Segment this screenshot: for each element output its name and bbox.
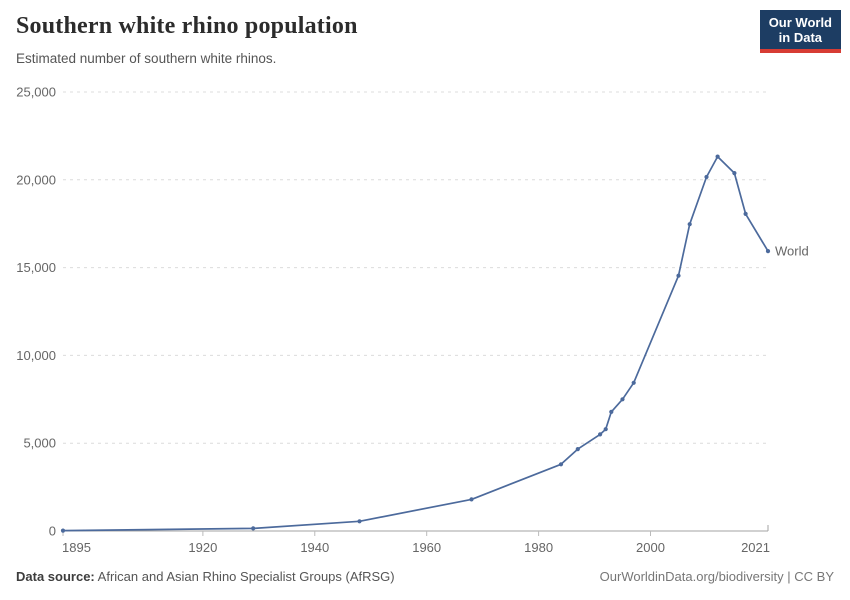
page-title: Southern white rhino population [16,13,358,39]
owid-logo-line2: in Data [778,30,823,45]
series-end-label: World [775,244,809,259]
chart-footer: Data source: African and Asian Rhino Spe… [0,565,850,600]
x-tick-label: 1920 [188,540,217,555]
data-point-marker [469,497,474,502]
data-source-label: Data source: [16,569,95,584]
y-tick-label: 20,000 [16,172,56,187]
y-tick-label: 0 [49,524,56,539]
data-point-marker [598,432,603,437]
data-point-marker [704,174,709,180]
data-point-marker [558,462,564,467]
y-tick-label: 10,000 [16,348,56,363]
data-point-marker [743,211,748,216]
data-point-marker [609,409,614,414]
x-tick-label: 2021 [741,540,770,555]
data-source-line: Data source: African and Asian Rhino Spe… [16,569,395,584]
data-point-marker [676,273,681,278]
x-tick-label: 1960 [412,540,441,555]
data-source-text: African and Asian Rhino Specialist Group… [97,569,395,584]
population-line [62,155,769,532]
data-point-marker [687,222,692,227]
y-tick-label: 5,000 [23,436,56,451]
x-tick-label: 1980 [524,540,553,555]
y-tick-label: 15,000 [16,260,56,275]
data-point-marker [251,526,256,531]
x-tick-label: 1940 [300,540,329,555]
data-point-marker [715,154,720,159]
data-point-marker [603,427,608,432]
data-point-marker [357,519,362,524]
attribution-link[interactable]: OurWorldinData.org/biodiversity | CC BY [599,569,834,584]
owid-logo[interactable]: Our World in Data [759,10,841,53]
chart-subtitle: Estimated number of southern white rhino… [16,51,277,66]
data-point-marker [765,249,771,254]
data-point-marker [575,447,580,452]
data-point-marker [60,528,66,533]
data-point-marker [620,397,625,402]
data-point-marker [631,380,636,385]
y-tick-label: 25,000 [16,85,56,100]
x-tick-label: 2000 [636,540,665,555]
x-tick-label: 1895 [62,540,91,555]
data-point-marker [732,171,737,176]
owid-logo-line1: Our World [768,15,832,30]
